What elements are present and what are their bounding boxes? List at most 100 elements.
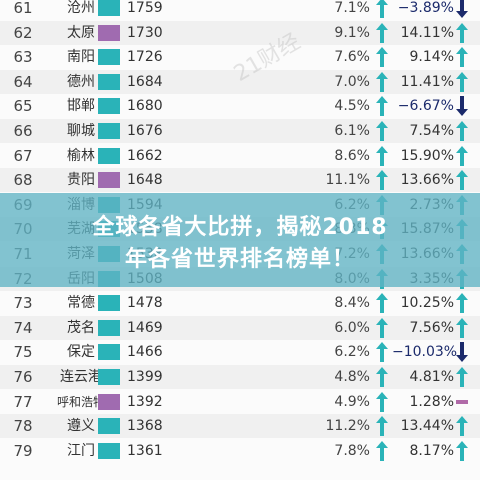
growth-rate: 8.4%	[334, 295, 370, 312]
up-arrow-icon	[376, 22, 388, 43]
up-arrow-icon	[376, 0, 388, 18]
flat-bar-icon	[456, 399, 468, 404]
score: 1684	[127, 73, 163, 90]
city-name: 常德	[67, 295, 95, 312]
rank: 64	[13, 72, 33, 91]
score: 1662	[127, 147, 163, 164]
down-arrow-icon	[456, 0, 468, 18]
city-name: 保定	[67, 344, 95, 361]
change-value: −6.67%	[397, 98, 454, 115]
category-swatch	[98, 73, 120, 90]
score: 1399	[127, 369, 163, 385]
rank: 65	[13, 97, 33, 116]
rank: 74	[13, 318, 33, 337]
rank: 75	[13, 343, 33, 362]
up-arrow-icon	[376, 145, 388, 166]
table-row: 74 茂名 1469 6.0% 7.56%	[0, 315, 480, 340]
rank: 77	[13, 392, 33, 411]
rank: 79	[13, 441, 33, 460]
rank: 68	[13, 171, 33, 190]
city-name: 江门	[67, 442, 95, 459]
banner-title-line-1: 全球各省大比拼，揭秘2018	[92, 215, 388, 240]
city-name: 连云港	[60, 369, 102, 385]
city-name: 榆林	[67, 147, 95, 164]
up-arrow-icon	[456, 145, 468, 166]
change-value: 15.90%	[400, 147, 454, 164]
up-arrow-icon	[456, 121, 468, 141]
table-row: 79 江门 1361 7.8% 8.17%	[0, 439, 480, 463]
up-arrow-icon	[456, 367, 468, 387]
up-arrow-icon	[376, 416, 388, 437]
change-value: 10.25%	[400, 295, 454, 312]
table-row: 78 遵义 1368 11.2% 13.44%	[0, 414, 480, 439]
score: 1730	[127, 24, 163, 41]
category-swatch	[98, 24, 120, 41]
table-row: 63 南阳 1726 7.6% 9.14%	[0, 45, 480, 69]
table-row: 67 榆林 1662 8.6% 15.90%	[0, 144, 480, 168]
growth-rate: 7.8%	[334, 442, 370, 459]
up-arrow-icon	[456, 317, 468, 338]
score: 1469	[127, 319, 163, 336]
change-value: 1.28%	[409, 393, 454, 410]
change-value: 13.66%	[400, 172, 454, 189]
category-swatch	[98, 98, 120, 115]
city-name: 德州	[67, 73, 95, 90]
table-row: 62 太原 1730 9.1% 14.11%	[0, 20, 480, 45]
category-swatch	[98, 123, 120, 139]
up-arrow-icon	[376, 342, 388, 363]
score: 1392	[127, 393, 163, 410]
up-arrow-icon	[376, 96, 388, 117]
growth-rate: 4.5%	[334, 98, 370, 115]
table-row: 64 德州 1684 7.0% 11.41%	[0, 69, 480, 94]
up-arrow-icon	[376, 293, 388, 314]
table-row: 68 贵阳 1648 11.1% 13.66%	[0, 168, 480, 193]
up-arrow-icon	[376, 170, 388, 191]
city-name: 呼和浩特	[56, 394, 105, 409]
down-arrow-icon	[456, 96, 468, 117]
category-swatch	[98, 0, 120, 16]
change-value: −3.89%	[397, 0, 454, 16]
up-arrow-icon	[376, 440, 388, 461]
up-arrow-icon	[456, 22, 468, 43]
score: 1680	[127, 98, 163, 115]
category-swatch	[98, 418, 120, 435]
rank: 66	[13, 122, 33, 140]
up-arrow-icon	[376, 317, 388, 338]
up-arrow-icon	[376, 367, 388, 387]
city-name: 太原	[67, 24, 95, 41]
down-arrow-icon	[456, 342, 468, 363]
title-banner: 全球各省大比拼，揭秘2018 年各省世界排名榜单！	[0, 193, 480, 287]
change-value: 8.17%	[409, 442, 454, 459]
change-value: 13.44%	[400, 418, 454, 435]
rank: 62	[13, 23, 33, 42]
table-row: 75 保定 1466 6.2% −10.03%	[0, 340, 480, 364]
rank: 78	[13, 417, 33, 436]
growth-rate: 6.1%	[334, 123, 370, 139]
growth-rate: 6.0%	[334, 319, 370, 336]
city-name: 邯郸	[67, 98, 95, 115]
city-name: 沧州	[67, 0, 95, 16]
score: 1726	[127, 49, 163, 66]
category-swatch	[98, 442, 120, 459]
table-row: 66 聊城 1676 6.1% 7.54%	[0, 119, 480, 143]
change-value: 9.14%	[409, 49, 454, 66]
score: 1648	[127, 172, 163, 189]
category-swatch	[98, 49, 120, 66]
growth-rate: 7.1%	[334, 0, 370, 16]
table-row: 76 连云港 1399 4.8% 4.81%	[0, 365, 480, 389]
score: 1466	[127, 344, 163, 361]
change-value: −10.03%	[392, 344, 458, 361]
growth-rate: 9.1%	[334, 24, 370, 41]
change-value: 4.81%	[409, 369, 454, 385]
growth-rate: 6.2%	[334, 344, 370, 361]
up-arrow-icon	[456, 293, 468, 314]
score: 1361	[127, 442, 163, 459]
rank: 76	[13, 368, 33, 386]
table-row: 61 沧州 1759 7.1% −3.89%	[0, 0, 480, 20]
city-name: 贵阳	[67, 172, 95, 189]
up-arrow-icon	[456, 47, 468, 68]
up-arrow-icon	[456, 440, 468, 461]
up-arrow-icon	[376, 71, 388, 92]
rank: 73	[13, 294, 33, 313]
category-swatch	[98, 319, 120, 336]
